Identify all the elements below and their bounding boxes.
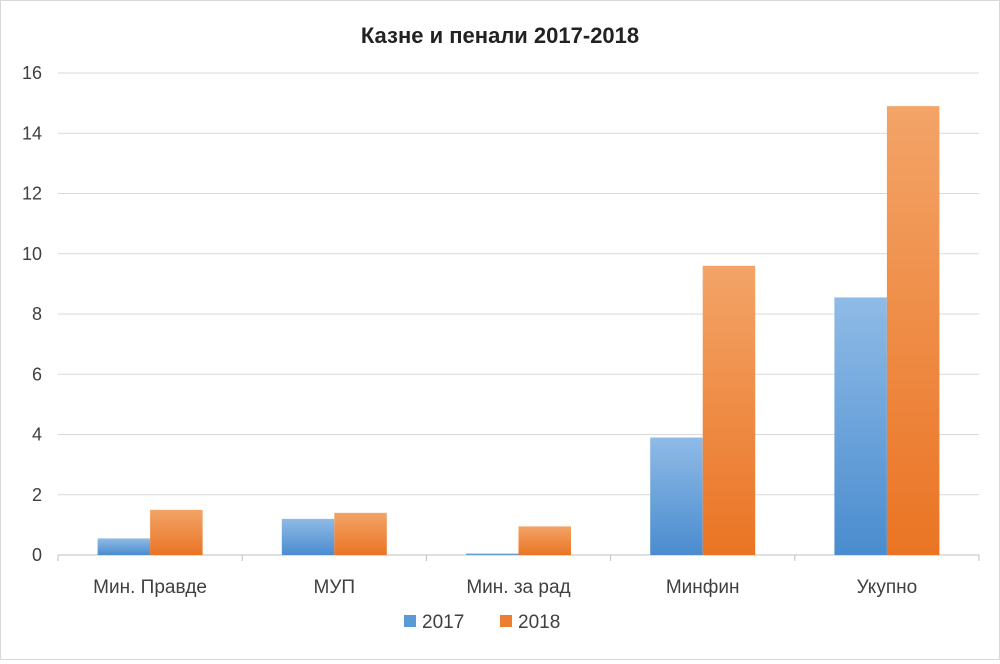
chart-title: Казне и пенали 2017-2018 [361, 23, 639, 48]
y-tick-label: 2 [32, 485, 42, 505]
x-category-label: Укупно [857, 577, 918, 598]
bar-2018-1 [150, 509, 203, 555]
y-tick-label: 4 [32, 425, 42, 445]
bar-2017-4 [650, 437, 703, 555]
y-tick-label: 0 [32, 545, 42, 565]
bar-2018-3 [518, 526, 571, 555]
y-tick-label: 6 [32, 364, 42, 384]
bar-2017-5 [834, 297, 887, 555]
axes: 0 2 4 6 8 10 12 14 16 Мин. Правде МУП Мин. за рад Ми… [22, 63, 980, 598]
legend-label-2018: 2018 [518, 612, 560, 633]
y-tick-label: 12 [22, 184, 42, 204]
y-tick-label: 16 [22, 63, 42, 83]
y-tick-label: 10 [22, 244, 42, 264]
legend-swatch-2018 [500, 615, 512, 627]
x-category-label: Минфин [666, 577, 740, 598]
bar-2018-4 [702, 265, 756, 555]
bar-2018-2 [334, 512, 387, 555]
x-category-label: Мин. Правде [93, 577, 207, 598]
bar-2017-2 [281, 518, 335, 555]
legend: 2017 2018 [404, 612, 560, 633]
bars [97, 106, 940, 555]
y-tick-label: 8 [32, 304, 42, 324]
bar-2017-3 [466, 553, 519, 555]
gridlines [58, 72, 979, 556]
bar-2017-1 [97, 538, 151, 555]
legend-label-2017: 2017 [422, 612, 464, 633]
legend-swatch-2017 [404, 615, 416, 627]
bar-2018-5 [886, 106, 940, 555]
x-category-label: Мин. за рад [466, 577, 570, 598]
x-category-label: МУП [314, 577, 356, 598]
y-tick-label: 14 [22, 123, 42, 143]
